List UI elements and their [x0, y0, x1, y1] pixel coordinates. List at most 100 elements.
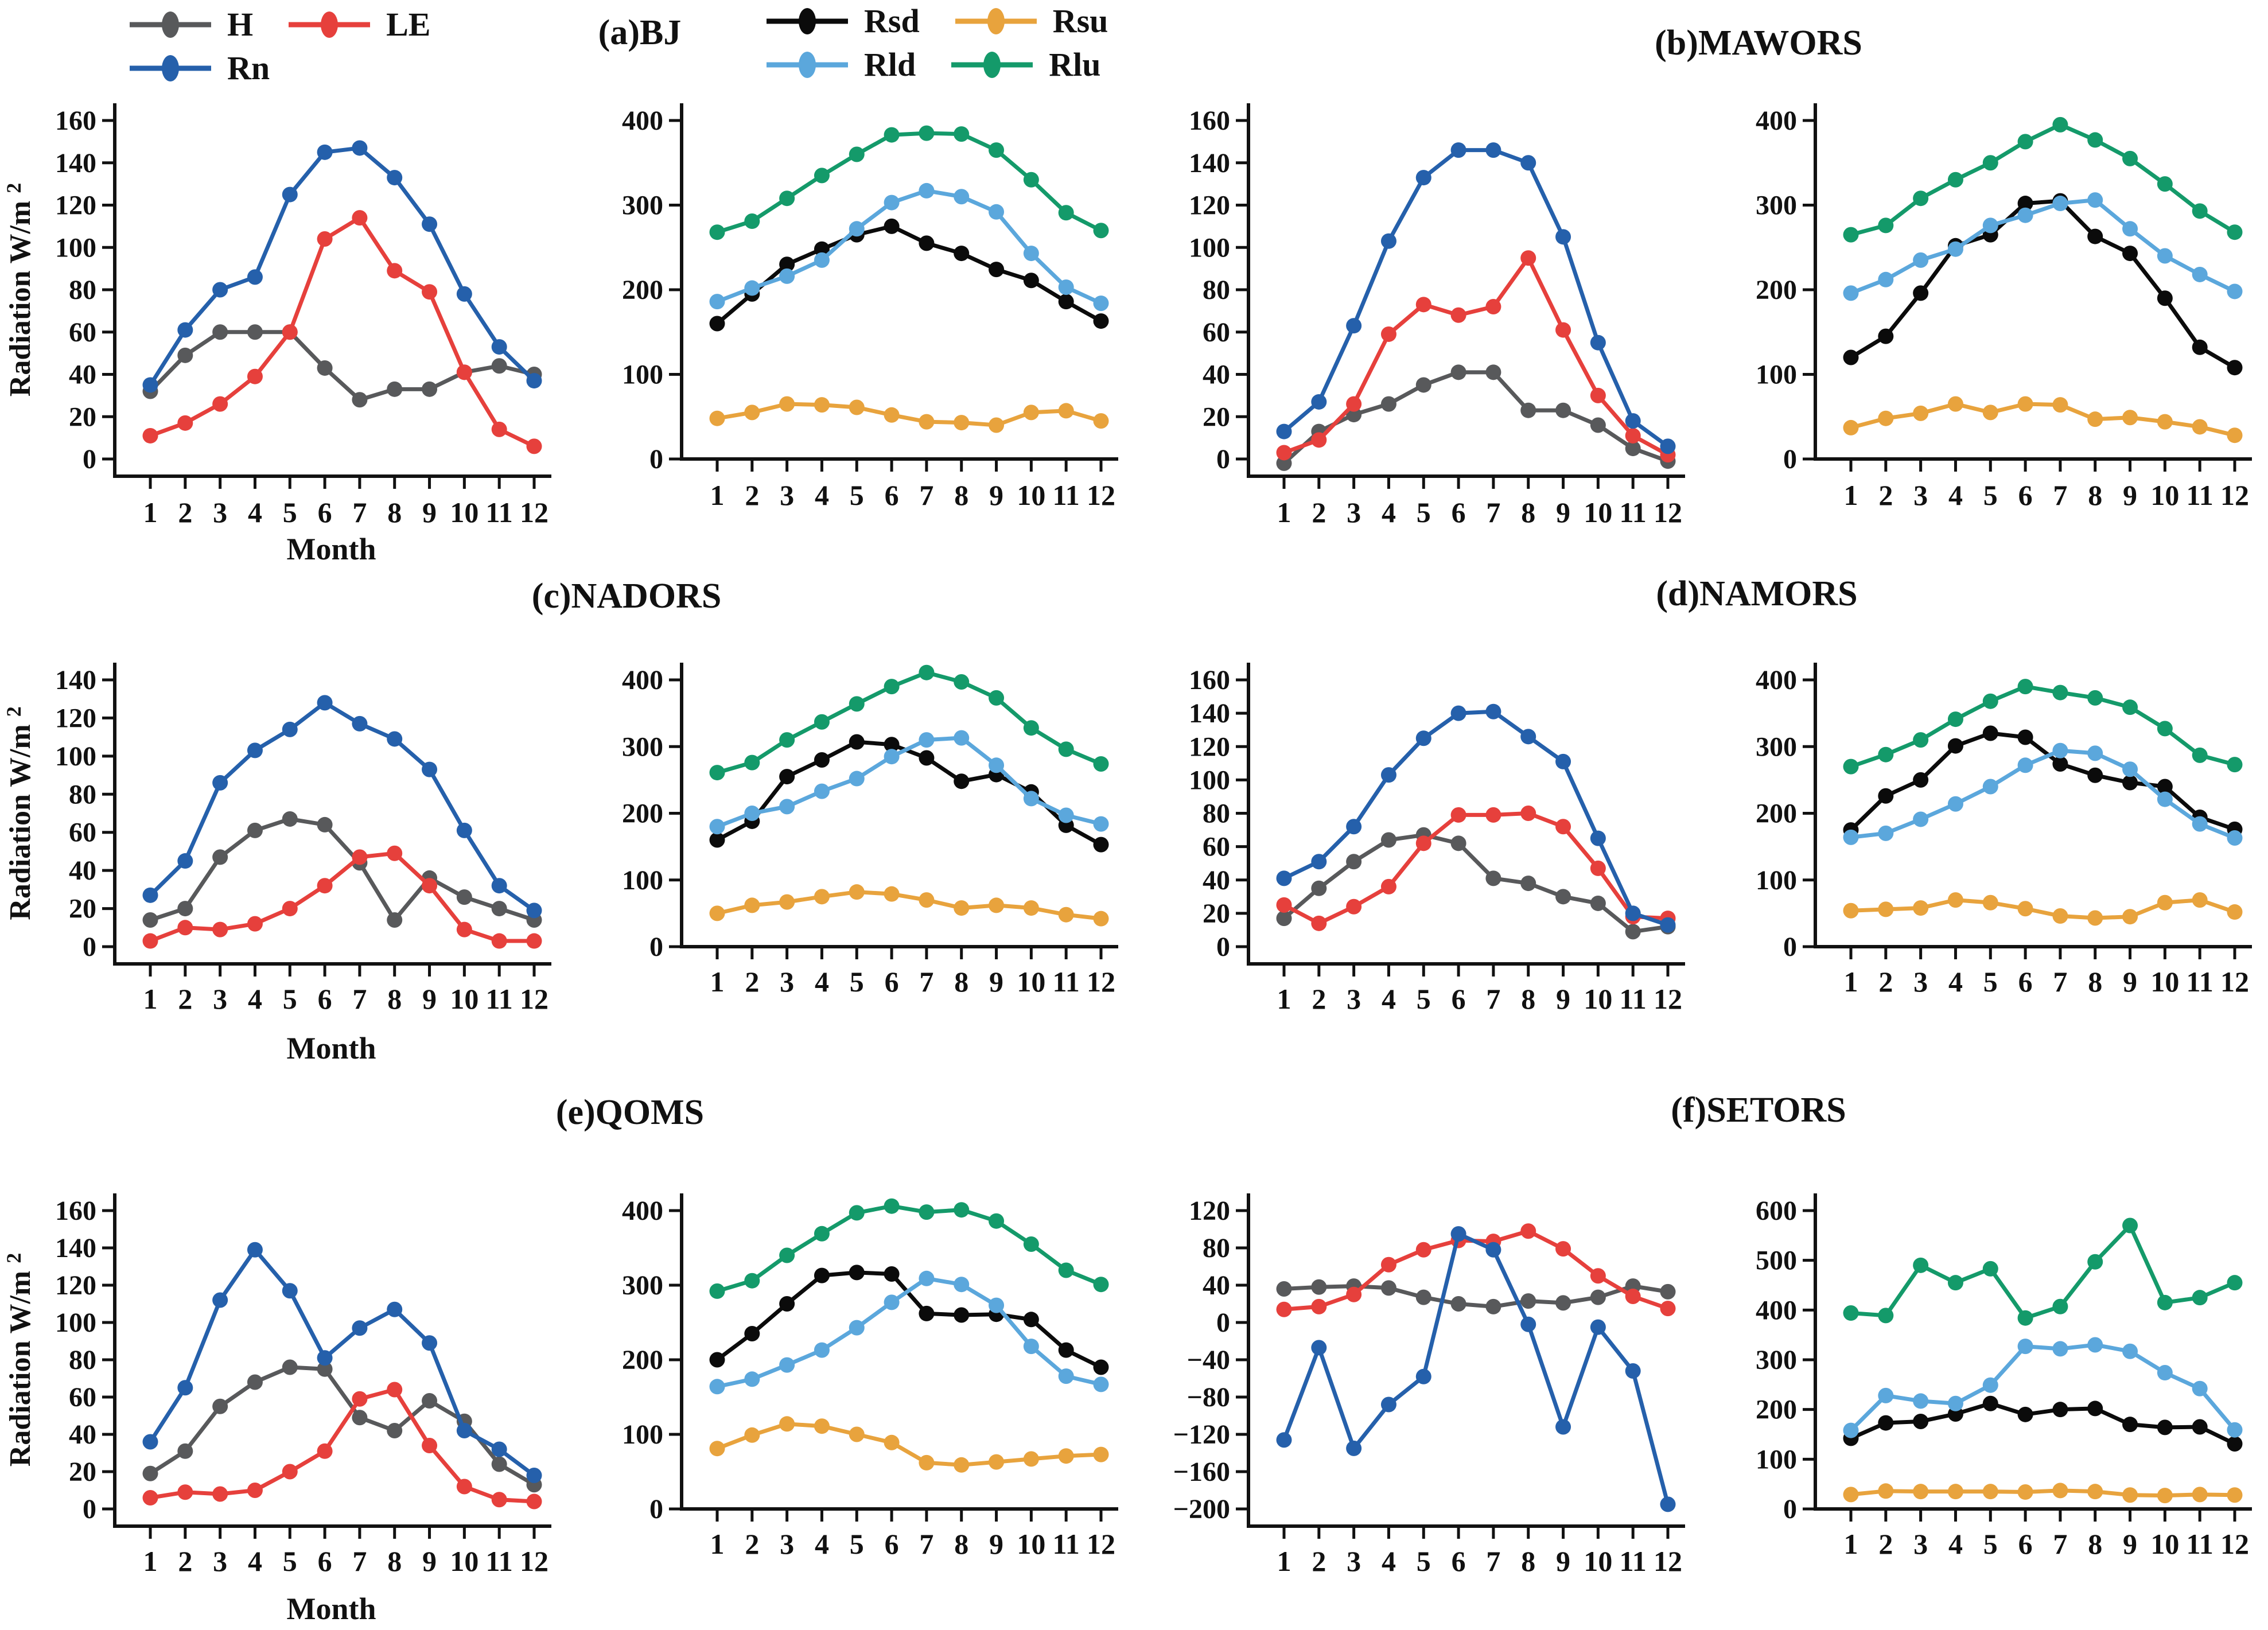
svg-text:3: 3 [1347, 983, 1361, 1015]
svg-text:2: 2 [1312, 983, 1326, 1015]
svg-text:10: 10 [1584, 496, 1612, 528]
figure-row-3: (e)QOMS (f)SETORS 0 20 40 60 80 100 120 140 160 1… [0, 1079, 2267, 1630]
svg-text:9: 9 [1556, 1545, 1570, 1577]
svg-text:40: 40 [1203, 360, 1230, 390]
svg-text:3: 3 [1913, 479, 1928, 511]
svg-text:40: 40 [1203, 1270, 1230, 1301]
svg-text:4: 4 [815, 966, 829, 998]
svg-text:200: 200 [622, 275, 663, 305]
svg-text:3: 3 [213, 983, 227, 1015]
svg-text:8: 8 [387, 983, 402, 1015]
svg-text:−160: −160 [1173, 1457, 1230, 1487]
svg-text:12: 12 [520, 496, 548, 528]
svg-text:8: 8 [954, 479, 968, 511]
svg-text:120: 120 [55, 703, 96, 733]
svg-text:Radiation W/m 2: Radiation W/m 2 [2, 706, 37, 920]
svg-text:100: 100 [622, 1419, 663, 1450]
svg-text:4: 4 [248, 983, 262, 1015]
svg-text:9: 9 [989, 966, 1003, 998]
svg-text:9: 9 [989, 1528, 1003, 1560]
panel-title-e: (e)QOMS [555, 1093, 705, 1132]
svg-text:11: 11 [1620, 496, 1647, 528]
legend-energy-line-1: H LE [127, 7, 431, 42]
svg-text:2: 2 [178, 1545, 192, 1577]
svg-text:7: 7 [1486, 496, 1500, 528]
svg-text:2: 2 [745, 479, 759, 511]
svg-text:100: 100 [1189, 765, 1230, 795]
legend-item-Rn: Rn [127, 50, 270, 86]
svg-text:5: 5 [850, 479, 864, 511]
svg-text:0: 0 [1216, 444, 1230, 474]
legend-label-Rlu: Rlu [1049, 46, 1101, 83]
svg-text:3: 3 [780, 1528, 794, 1560]
svg-text:100: 100 [55, 741, 96, 772]
svg-text:5: 5 [1417, 983, 1431, 1015]
svg-text:10: 10 [2150, 1528, 2179, 1560]
legend-item-Rsd: Rsd [764, 3, 920, 39]
svg-text:400: 400 [622, 106, 663, 136]
svg-text:10: 10 [1584, 1545, 1612, 1577]
svg-text:5: 5 [850, 1528, 864, 1560]
svg-text:1: 1 [1277, 496, 1291, 528]
svg-text:120: 120 [55, 190, 96, 221]
svg-text:100: 100 [55, 232, 96, 263]
svg-text:5: 5 [283, 983, 297, 1015]
svg-text:12: 12 [1654, 1545, 1682, 1577]
svg-text:Month: Month [286, 1592, 376, 1626]
svg-text:100: 100 [1189, 232, 1230, 263]
svg-text:8: 8 [954, 966, 968, 998]
svg-text:160: 160 [55, 1196, 96, 1226]
svg-text:11: 11 [486, 983, 513, 1015]
svg-text:120: 120 [1189, 190, 1230, 221]
svg-text:300: 300 [1756, 732, 1797, 762]
panel-title-d: (d)NAMORS [1656, 574, 1858, 613]
svg-text:6: 6 [885, 479, 899, 511]
svg-text:120: 120 [55, 1270, 96, 1301]
svg-text:10: 10 [450, 983, 479, 1015]
svg-text:8: 8 [1521, 1545, 1535, 1577]
svg-text:−200: −200 [1173, 1494, 1230, 1524]
svg-text:12: 12 [520, 983, 548, 1015]
line-marker-icon [130, 11, 211, 38]
svg-text:60: 60 [69, 818, 96, 848]
svg-text:Radiation W/m 2: Radiation W/m 2 [2, 1253, 37, 1466]
svg-text:7: 7 [2053, 479, 2067, 511]
legend-item-LE: LE [286, 7, 431, 42]
svg-text:5: 5 [1983, 1528, 1998, 1560]
svg-text:140: 140 [55, 1233, 96, 1263]
svg-text:−120: −120 [1173, 1419, 1230, 1450]
svg-text:100: 100 [622, 865, 663, 896]
legend-item-Rsu: Rsu [953, 3, 1108, 39]
svg-text:4: 4 [1948, 966, 1963, 998]
svg-text:10: 10 [1584, 983, 1612, 1015]
svg-text:100: 100 [1756, 360, 1797, 390]
svg-text:12: 12 [2220, 966, 2249, 998]
svg-text:300: 300 [622, 1270, 663, 1301]
svg-text:9: 9 [1556, 983, 1570, 1015]
svg-text:120: 120 [1189, 732, 1230, 762]
svg-text:2: 2 [1312, 1545, 1326, 1577]
svg-text:140: 140 [1189, 698, 1230, 729]
svg-text:20: 20 [1203, 898, 1230, 929]
svg-text:2: 2 [745, 1528, 759, 1560]
svg-text:Radiation W/m 2: Radiation W/m 2 [2, 183, 37, 396]
svg-text:7: 7 [1486, 983, 1500, 1015]
svg-text:80: 80 [1203, 275, 1230, 305]
svg-text:7: 7 [352, 496, 367, 528]
svg-text:60: 60 [69, 1382, 96, 1413]
svg-text:4: 4 [1948, 1528, 1963, 1560]
svg-text:11: 11 [1620, 983, 1647, 1015]
svg-text:5: 5 [1417, 496, 1431, 528]
svg-text:0: 0 [83, 1494, 96, 1524]
svg-text:4: 4 [248, 496, 262, 528]
svg-text:0: 0 [1783, 932, 1797, 962]
figure-row-2: (c)NADORS (d)NAMORS 0 20 40 60 80 100 120 140 1 2… [0, 574, 2267, 1079]
svg-text:6: 6 [885, 966, 899, 998]
svg-text:12: 12 [1087, 1528, 1115, 1560]
svg-text:3: 3 [1913, 966, 1928, 998]
svg-text:8: 8 [387, 1545, 402, 1577]
svg-text:7: 7 [2053, 966, 2067, 998]
svg-text:5: 5 [283, 1545, 297, 1577]
